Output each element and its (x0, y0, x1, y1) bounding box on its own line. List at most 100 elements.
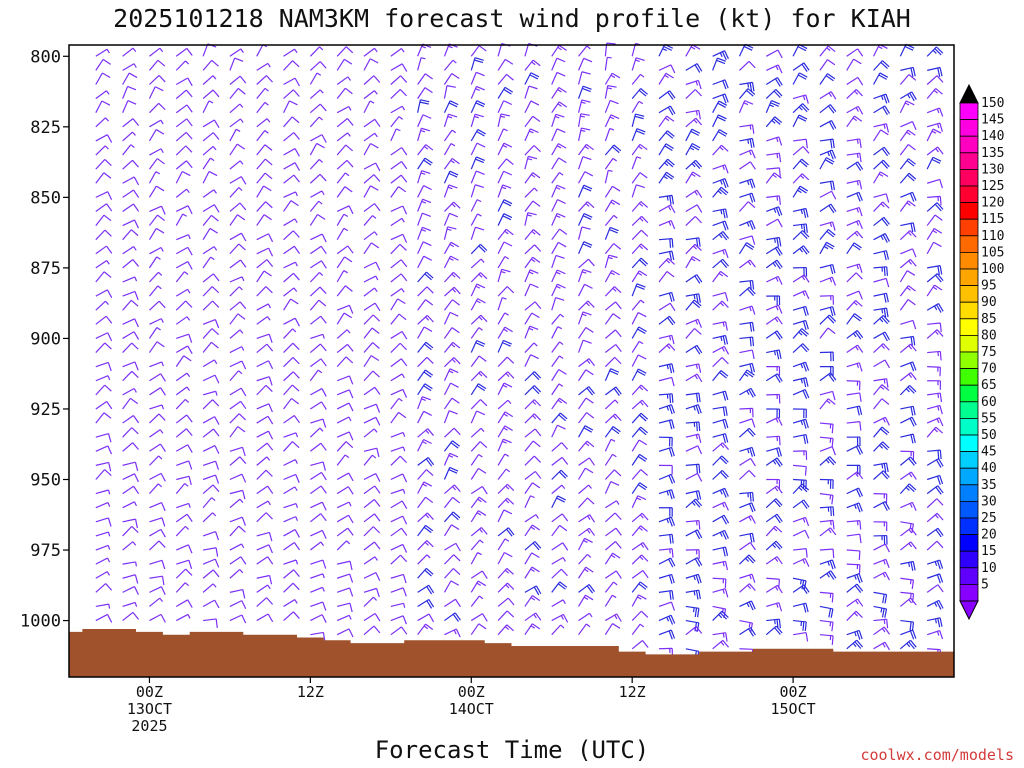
wind-barb (658, 516, 676, 527)
barb-shaft (175, 104, 188, 114)
barb-shaft (443, 213, 451, 226)
wind-barb (712, 442, 729, 452)
credit-link[interactable]: coolwx.com/models (860, 746, 1014, 764)
barb-shaft (283, 473, 296, 481)
wind-barb (309, 272, 324, 283)
barb-shaft (524, 200, 534, 212)
barb-shaft (524, 244, 535, 255)
wind-barb (443, 466, 459, 480)
barb-feather (447, 115, 453, 119)
colorbar-label: 90 (981, 295, 997, 310)
barb-shaft (363, 185, 371, 198)
barb-shaft (417, 241, 424, 255)
wind-barb (417, 170, 431, 184)
barb-feather (690, 145, 700, 151)
wind-barb (712, 370, 729, 382)
barb-feather (881, 308, 884, 314)
wind-barb (604, 214, 618, 226)
barb-feather (533, 187, 538, 192)
barb-shaft (256, 584, 269, 593)
barb-feather (422, 114, 432, 119)
barb-feather (664, 117, 670, 122)
barb-shaft (604, 170, 609, 184)
barb-feather (449, 100, 459, 106)
wind-barb (390, 75, 408, 85)
barb-shaft (551, 442, 563, 452)
wind-barb (470, 399, 488, 410)
barb-shaft (551, 228, 561, 241)
barb-feather (449, 257, 454, 261)
wind-barb (229, 614, 247, 624)
barb-feather (636, 128, 646, 133)
barb-shaft (122, 370, 133, 382)
barb-shaft (712, 406, 726, 410)
barb-feather (696, 204, 703, 213)
wind-barb (497, 356, 515, 368)
wind-barb (443, 382, 459, 396)
wind-barb (256, 87, 269, 99)
colorbar-label: 65 (981, 378, 997, 393)
barb-feather (424, 369, 433, 376)
wind-barb (578, 358, 595, 368)
wind-barb (577, 85, 592, 99)
barb-feather (240, 48, 244, 53)
barb-feather (583, 539, 588, 543)
wind-barb (524, 524, 541, 537)
wind-barb (551, 297, 565, 311)
wind-barb (470, 595, 484, 607)
barb-shaft (95, 117, 106, 128)
barb-shaft (578, 594, 586, 607)
barb-feather (398, 116, 403, 120)
wind-barb (658, 194, 675, 205)
barb-feather (615, 570, 622, 579)
barb-shaft (149, 387, 161, 396)
barb-shaft (443, 382, 452, 396)
barb-feather (747, 139, 750, 144)
barb-shaft (229, 525, 240, 537)
barb-feather (103, 271, 112, 278)
wind-barb (417, 299, 434, 311)
wind-barb (283, 132, 300, 142)
barb-feather (478, 316, 483, 321)
wind-barb (95, 445, 113, 455)
barb-feather (449, 311, 459, 317)
barb-feather (502, 184, 512, 189)
barb-feather (237, 313, 246, 320)
barb-shaft (175, 444, 189, 452)
colorbar-swatch (959, 168, 979, 187)
barb-feather (557, 495, 566, 501)
barb-shaft (229, 473, 243, 481)
wind-barb (497, 339, 512, 353)
wind-barb (229, 128, 241, 142)
barb-feather (156, 256, 161, 260)
barb-feather (640, 88, 648, 95)
x-tick-label: 00Z (780, 683, 807, 701)
barb-feather (451, 524, 460, 531)
wind-barb (175, 483, 189, 494)
barb-shaft (148, 341, 158, 353)
wind-barb (551, 556, 566, 565)
barb-shaft (631, 495, 639, 508)
wind-barb (95, 260, 110, 269)
barb-shaft (417, 255, 425, 269)
barb-shaft (578, 612, 590, 622)
barb-shaft (497, 256, 506, 269)
wind-barb (417, 554, 431, 565)
barb-feather (424, 73, 433, 80)
wind-barb (604, 85, 617, 99)
barb-feather (373, 541, 381, 550)
barb-feather (214, 599, 220, 609)
barb-feather (584, 283, 593, 289)
barb-shaft (336, 343, 348, 354)
barb-feather (581, 99, 591, 103)
barb-shaft (229, 202, 241, 212)
wind-barb (95, 191, 113, 201)
barb-feather (475, 226, 485, 231)
barb-shaft (631, 283, 638, 297)
wind-barb (604, 301, 622, 311)
barb-feather (666, 259, 671, 264)
barb-feather (374, 386, 381, 395)
barb-feather (134, 291, 139, 301)
wind-barb (175, 170, 191, 184)
barb-feather (533, 342, 538, 347)
